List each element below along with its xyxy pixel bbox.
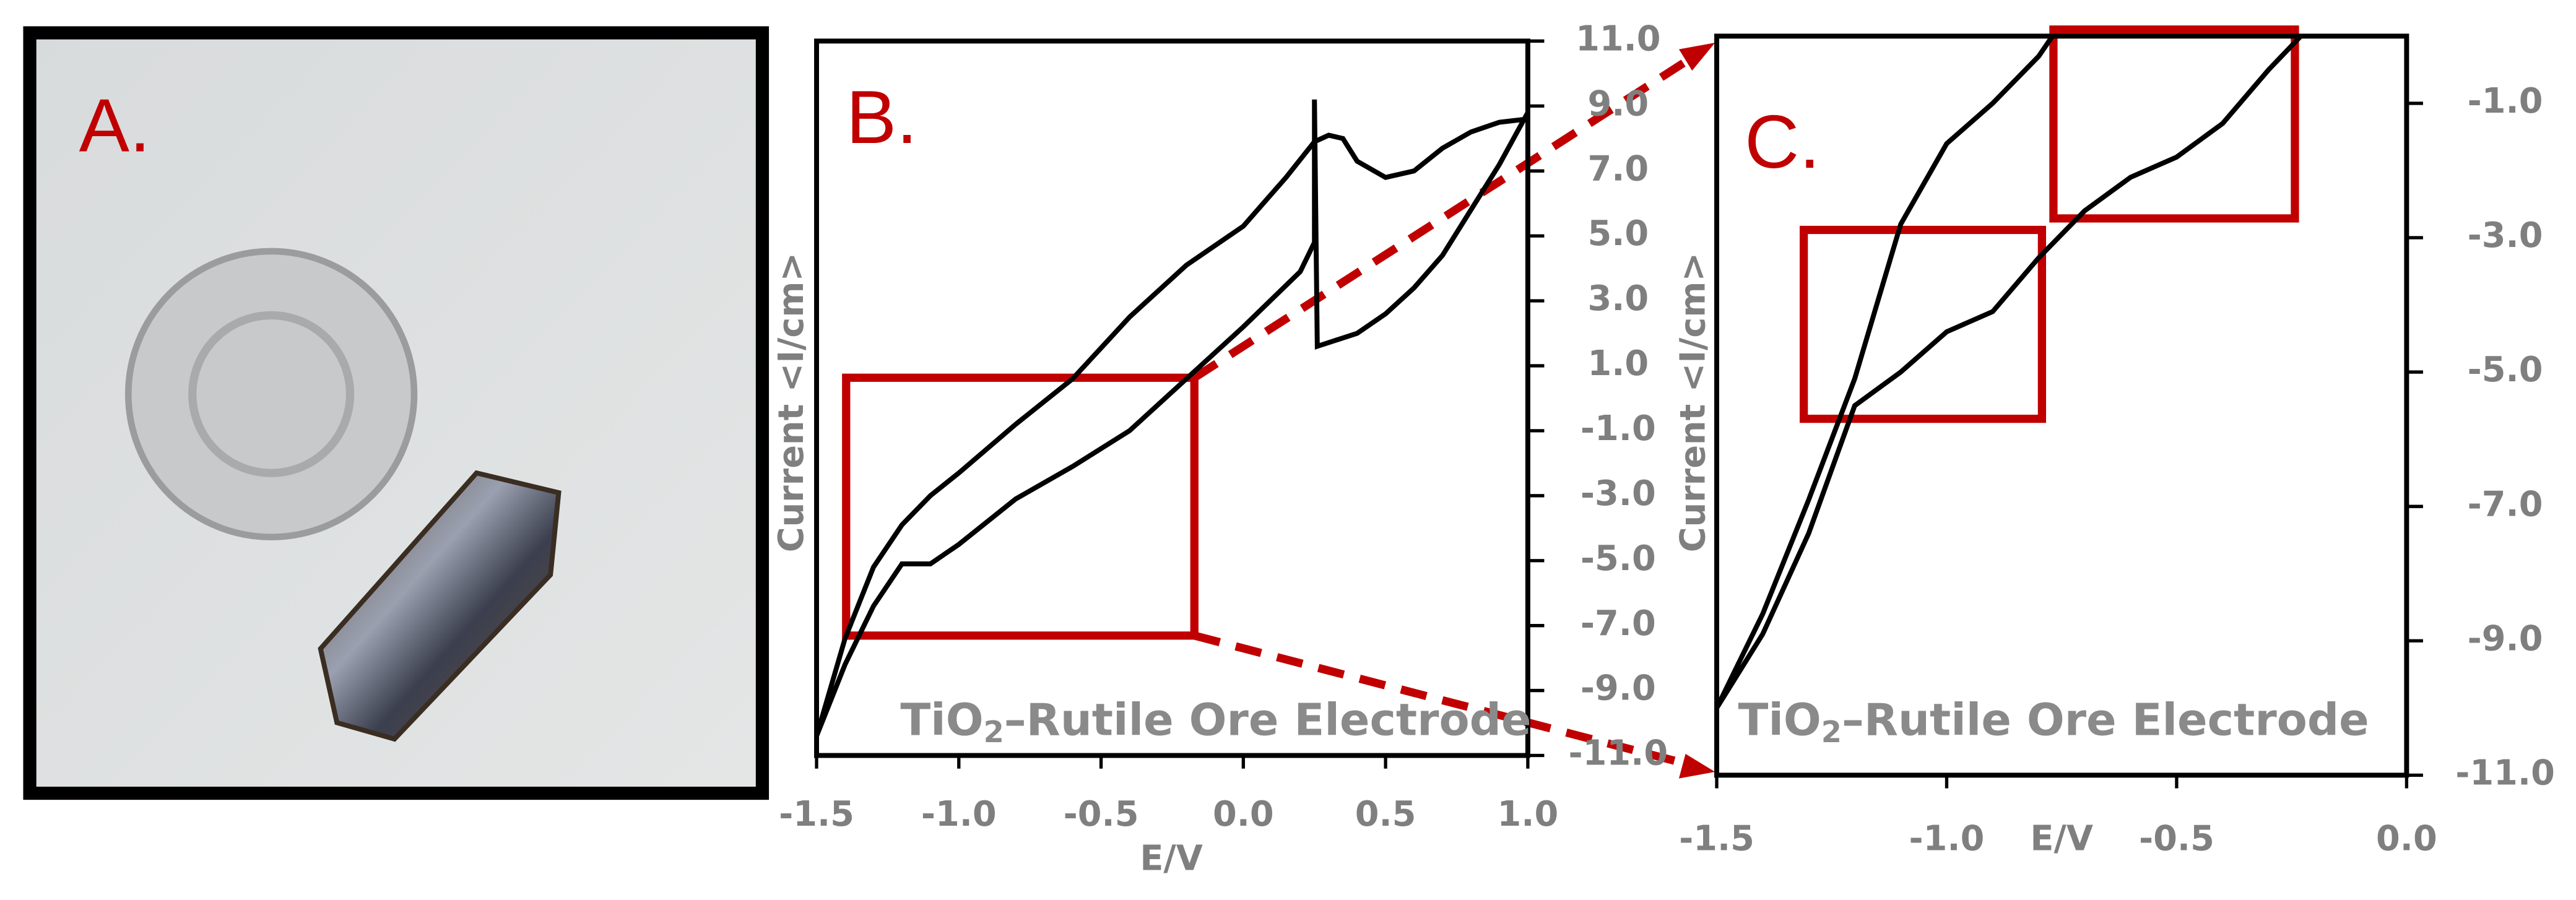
y-tick-label: -7.0 (2468, 484, 2543, 524)
y-axis-title: Current <I/cm> (1673, 253, 1714, 552)
annotation: TiO2–Rutile Ore Electrode (900, 694, 1531, 750)
y-tick-label: -5.0 (1581, 539, 1656, 579)
y-tick-label: -5.0 (2468, 350, 2543, 390)
x-tick-label: -1.5 (1679, 819, 1754, 859)
panel-label: C. (1745, 100, 1820, 184)
y-tick-label: -11.0 (2455, 753, 2555, 793)
crystal (318, 470, 562, 742)
annotation-subscript: 2 (984, 716, 1004, 750)
y-tick-label: -9.0 (2468, 618, 2543, 659)
x-axis-title: E/V (2030, 819, 2093, 859)
coin-rim (188, 311, 355, 477)
annotation-text: TiO (900, 694, 983, 745)
y-tick-label: -7.0 (1581, 604, 1656, 644)
curve (1714, 35, 2055, 709)
y-tick-label: 1.0 (1587, 344, 1649, 384)
zoom-arrow (1192, 54, 1694, 381)
x-tick-label: -0.5 (1064, 794, 1139, 834)
annotation-text: –Rutile Ore Electrode (1842, 694, 2369, 745)
x-tick-label: 0.0 (2376, 819, 2437, 859)
plot-frame (1714, 33, 2409, 778)
annotation-subscript: 2 (1821, 716, 1842, 750)
y-tick-label: -9.0 (1581, 669, 1656, 709)
zoom-arrow (1193, 631, 1693, 769)
zoom-box (1799, 225, 2046, 423)
coin (124, 248, 418, 540)
y-tick-label: 11.0 (1576, 19, 1660, 59)
y-tick-label: -3.0 (2468, 215, 2543, 256)
zoom-box (842, 373, 1199, 640)
panel-label: A. (79, 83, 150, 167)
zoom-box (2049, 25, 2299, 223)
annotation-text: TiO (1738, 694, 1821, 745)
y-tick-label: 7.0 (1587, 149, 1649, 189)
y-tick-label: -1.0 (2468, 81, 2543, 121)
x-tick-label: 1.0 (1498, 794, 1559, 834)
y-tick-label: 9.0 (1587, 84, 1649, 124)
x-tick-label: 0.5 (1355, 794, 1416, 834)
x-tick-label: -1.0 (921, 794, 997, 834)
chart: -11.0 -9.0 -7.0 -5.0 -3.0 -1.0 1.0 3.0 5.0 7.0 9.0… (771, 19, 1668, 878)
x-tick-label: -1.0 (1909, 819, 1985, 859)
x-tick-label: 0.0 (1213, 794, 1274, 834)
x-tick-label: -0.5 (2139, 819, 2214, 859)
y-tick-label: 5.0 (1587, 214, 1649, 254)
y-tick-label: -3.0 (1581, 474, 1656, 514)
plot-frame (814, 38, 1530, 758)
y-tick-label: -1.0 (1581, 409, 1656, 449)
y-tick-label: -11.0 (1569, 733, 1668, 774)
curve (814, 116, 1529, 737)
y-tick-label: 3.0 (1587, 279, 1649, 319)
arrow-head (1678, 42, 1715, 71)
x-tick-label: -1.5 (779, 794, 854, 834)
annotation: TiO2–Rutile Ore Electrode (1738, 694, 2369, 750)
photo-panel: A. (23, 26, 770, 800)
x-axis-title: E/V (1140, 838, 1203, 878)
arrow-head (1678, 753, 1715, 779)
annotation-text: –Rutile Ore Electrode (1004, 694, 1532, 745)
curve (1714, 34, 2303, 709)
panel-label: B. (846, 75, 917, 159)
zoom-boxes (842, 25, 2299, 779)
chart: -11.0 -9.0 -7.0 -5.0 -3.0 -1.0 -1.5 -1.0 -0.5 0.0… (1673, 33, 2555, 859)
curve (814, 99, 1530, 737)
y-axis-title: Current <I/cm> (771, 253, 812, 552)
